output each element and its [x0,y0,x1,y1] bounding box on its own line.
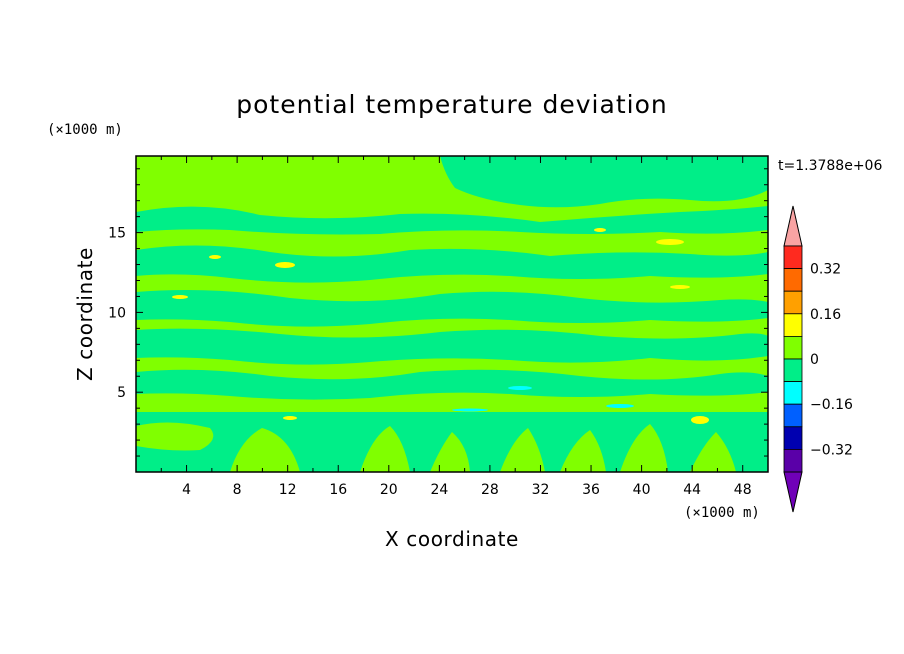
time-stamp: t=1.3788e+06 [778,158,882,174]
x-tick-label: 44 [683,482,701,498]
colorbar-label: 0.32 [810,262,841,278]
x-tick-label: 20 [380,482,398,498]
colorbar-segment [783,335,803,360]
contour-field [136,156,768,472]
positive-max-spots [172,228,709,424]
y-tick-label: 10 [108,305,126,321]
colorbar-segment [783,358,803,383]
y-axis-ticks: 5 10 15 [108,168,768,457]
y-unit-label: (×1000 m) [47,122,123,138]
x-axis-ticks: 4 8 12 16 20 24 28 32 36 40 44 48 [160,156,752,498]
colorbar-min-arrow [783,471,803,513]
colorbar-segment [783,381,803,405]
chart-title: potential temperature deviation [236,90,667,119]
x-unit-label: (×1000 m) [684,505,760,521]
x-tick-label: 40 [633,482,651,498]
y-axis-title: Z coordinate [73,247,97,381]
colorbar-segment [783,403,803,428]
x-tick-label: 4 [182,482,191,498]
positive-plumes [136,422,736,472]
colorbar-label: 0 [810,352,819,368]
colorbar: 0.32 0.16 0 −0.16 −0.32 [783,205,853,513]
colorbar-segment [783,448,803,473]
negative-min-spots [452,386,634,412]
colorbar-max-arrow [783,205,803,247]
x-tick-label: 32 [532,482,550,498]
plot-frame [135,155,769,473]
colorbar-segment [783,245,803,270]
x-tick-label: 16 [329,482,347,498]
x-tick-label: 48 [734,482,752,498]
x-tick-label: 36 [582,482,600,498]
y-tick-label: 5 [117,385,126,401]
colorbar-label: −0.16 [810,397,853,413]
y-tick-label: 15 [108,226,126,242]
x-tick-label: 8 [233,482,242,498]
colorbar-segment [783,268,803,292]
x-tick-label: 24 [430,482,448,498]
x-tick-label: 12 [279,482,297,498]
colorbar-label: 0.16 [810,307,841,323]
colorbar-segment [783,313,803,337]
x-tick-label: 28 [481,482,499,498]
colorbar-segment [783,290,803,315]
colorbar-label: −0.32 [810,442,853,458]
colorbar-segment [783,426,803,450]
x-axis-title: X coordinate [385,527,519,551]
